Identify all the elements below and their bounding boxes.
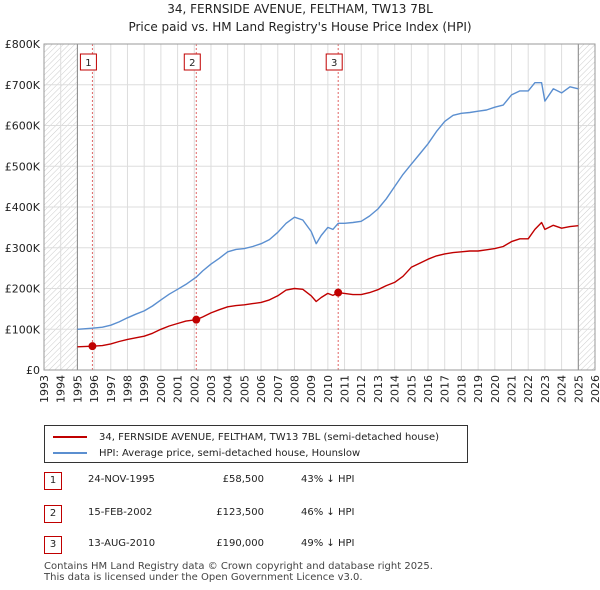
sale-price: £123,500 bbox=[216, 507, 264, 518]
x-tick-label: 1995 bbox=[71, 375, 84, 403]
y-tick-label: £800K bbox=[5, 38, 41, 51]
price-chart: £0 £100K £200K £300K £400K £500K £600K £700K £80… bbox=[5, 38, 600, 403]
legend-swatch-property bbox=[53, 436, 87, 438]
y-tick-label: £600K bbox=[5, 120, 41, 133]
sale-marker-box bbox=[325, 53, 343, 71]
x-tick-label: 2015 bbox=[405, 375, 418, 403]
y-tick-label: £500K bbox=[5, 160, 41, 173]
x-tick-label: 2019 bbox=[472, 375, 485, 403]
sale-marker-badge: 3 bbox=[44, 536, 62, 554]
x-tick-label: 2005 bbox=[238, 375, 251, 403]
chart-title-line2: Price paid vs. HM Land Registry's House … bbox=[128, 20, 472, 34]
sale-marker-box bbox=[183, 53, 201, 71]
sale-marker-badge: 2 bbox=[44, 505, 62, 523]
y-tick-label: £400K bbox=[5, 201, 41, 214]
x-tick-label: 2002 bbox=[188, 375, 201, 403]
legend-item-hpi: HPI: Average price, semi-detached house,… bbox=[53, 446, 360, 460]
x-tick-label: 2007 bbox=[272, 375, 285, 403]
x-tick-label: 1997 bbox=[105, 375, 118, 403]
y-tick-label: £200K bbox=[5, 283, 41, 296]
x-tick-label: 2014 bbox=[389, 375, 402, 403]
x-tick-label: 2011 bbox=[339, 375, 352, 403]
y-tick-label: £0 bbox=[26, 364, 40, 377]
x-tick-label: 2003 bbox=[205, 375, 218, 403]
x-tick-label: 2020 bbox=[489, 375, 502, 403]
hpi-line bbox=[77, 81, 579, 330]
y-tick-label: £100K bbox=[5, 323, 41, 336]
sale-date: 15-FEB-2002 bbox=[88, 507, 153, 518]
sale-marker-label: 2 bbox=[189, 58, 195, 69]
plot-border bbox=[43, 43, 596, 371]
price-paid-line bbox=[77, 221, 579, 348]
x-tick-label: 2001 bbox=[172, 375, 185, 403]
x-tick-label: 2023 bbox=[539, 375, 552, 403]
x-tick-label: 2021 bbox=[506, 375, 519, 403]
sale-marker-label: 3 bbox=[331, 58, 337, 69]
x-tick-label: 2018 bbox=[455, 375, 468, 403]
x-tick-label: 2017 bbox=[439, 375, 452, 403]
x-tick-label: 1994 bbox=[55, 375, 68, 403]
sale-price: £58,500 bbox=[222, 474, 264, 485]
x-tick-label: 2000 bbox=[155, 375, 168, 403]
x-tick-label: 1996 bbox=[88, 375, 101, 403]
sale-date: 24-NOV-1995 bbox=[88, 474, 155, 485]
sale-marker-label: 1 bbox=[85, 58, 91, 69]
x-tick-label: 2016 bbox=[422, 375, 435, 403]
footer-line-1: Contains HM Land Registry data © Crown c… bbox=[44, 561, 433, 572]
sale-marker-badge: 1 bbox=[44, 472, 62, 490]
y-tick-label: £300K bbox=[5, 242, 41, 255]
y-tick-label: £700K bbox=[5, 79, 41, 92]
x-tick-label: 2004 bbox=[222, 375, 235, 403]
legend-item-property: 34, FERNSIDE AVENUE, FELTHAM, TW13 7BL (… bbox=[53, 430, 439, 444]
footer-line-2: This data is licensed under the Open Gov… bbox=[44, 572, 363, 583]
legend: 34, FERNSIDE AVENUE, FELTHAM, TW13 7BL (… bbox=[44, 425, 468, 463]
sale-row: 2 15-FEB-2002 £123,500 46% ↓ HPI bbox=[44, 505, 464, 523]
x-tick-label: 2013 bbox=[372, 375, 385, 403]
legend-swatch-hpi bbox=[53, 452, 87, 454]
x-tick-label: 2022 bbox=[522, 375, 535, 403]
x-tick-label: 2008 bbox=[288, 375, 301, 403]
x-tick-label: 1998 bbox=[121, 375, 134, 403]
sale-point bbox=[88, 342, 97, 351]
footer-attribution: Contains HM Land Registry data © Crown c… bbox=[44, 561, 433, 583]
x-tick-label: 2024 bbox=[556, 375, 569, 403]
x-tick-label: 2009 bbox=[305, 375, 318, 403]
x-tick-label: 2025 bbox=[572, 375, 585, 403]
sale-price: £190,000 bbox=[216, 538, 264, 549]
x-tick-label: 2026 bbox=[589, 375, 600, 403]
x-tick-label: 2012 bbox=[355, 375, 368, 403]
sale-row: 3 13-AUG-2010 £190,000 49% ↓ HPI bbox=[44, 536, 464, 554]
x-tick-label: 1993 bbox=[38, 375, 51, 403]
x-tick-label: 2006 bbox=[255, 375, 268, 403]
legend-label-hpi: HPI: Average price, semi-detached house,… bbox=[99, 447, 361, 459]
x-tick-label: 1999 bbox=[138, 375, 151, 403]
sale-row: 1 24-NOV-1995 £58,500 43% ↓ HPI bbox=[44, 472, 464, 490]
sale-point bbox=[334, 288, 343, 297]
sale-date: 13-AUG-2010 bbox=[88, 538, 156, 549]
sale-hpi-diff: 43% ↓ HPI bbox=[301, 474, 355, 485]
sale-marker-box bbox=[79, 53, 97, 71]
sale-hpi-diff: 49% ↓ HPI bbox=[301, 538, 355, 549]
x-tick-label: 2010 bbox=[322, 375, 335, 403]
sale-hpi-diff: 46% ↓ HPI bbox=[301, 507, 355, 518]
sale-point bbox=[192, 315, 201, 324]
chart-title-line1: 34, FERNSIDE AVENUE, FELTHAM, TW13 7BL bbox=[167, 2, 433, 16]
legend-label-property: 34, FERNSIDE AVENUE, FELTHAM, TW13 7BL (… bbox=[99, 431, 440, 443]
